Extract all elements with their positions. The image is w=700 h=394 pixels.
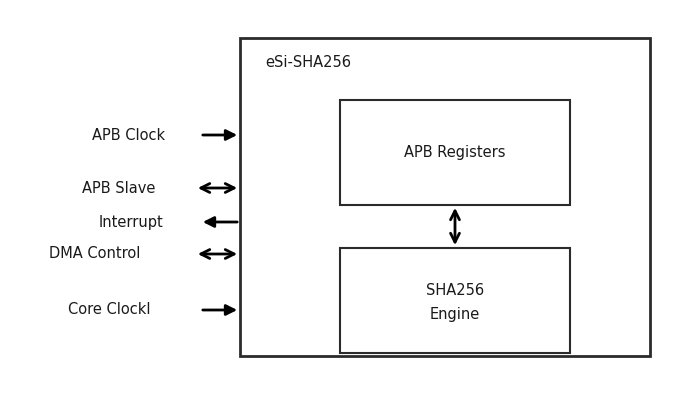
Text: SHA256: SHA256 <box>426 283 484 298</box>
Text: Core Clockl: Core Clockl <box>67 303 150 318</box>
Bar <box>240 38 650 356</box>
Text: DMA Control: DMA Control <box>48 247 140 262</box>
Bar <box>340 100 570 205</box>
Text: APB Registers: APB Registers <box>405 145 505 160</box>
Bar <box>340 248 570 353</box>
Text: eSi-SHA256: eSi-SHA256 <box>265 55 351 70</box>
Text: APB Slave: APB Slave <box>82 180 155 195</box>
Text: Interrupt: Interrupt <box>98 214 163 229</box>
Text: APB Clock: APB Clock <box>92 128 165 143</box>
Text: Engine: Engine <box>430 307 480 322</box>
